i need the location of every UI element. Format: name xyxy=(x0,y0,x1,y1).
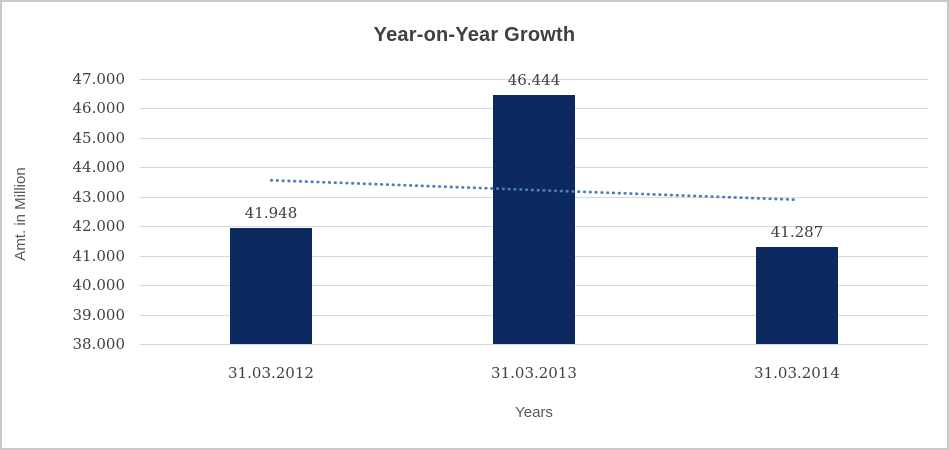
y-tick-label: 40.000 xyxy=(72,276,126,294)
y-axis-title: Amt. in Million xyxy=(12,167,29,261)
x-tick-label: 31.03.2013 xyxy=(491,364,577,382)
x-tick-label: 31.03.2014 xyxy=(754,364,840,382)
y-tick-label: 46.000 xyxy=(72,99,126,117)
x-tick-label: 31.03.2012 xyxy=(228,364,314,382)
bar-31.03.2012 xyxy=(230,228,312,344)
data-label: 41.948 xyxy=(244,204,298,222)
gridline xyxy=(140,344,928,345)
x-axis-title: Years xyxy=(515,404,553,421)
chart-title: Year-on-Year Growth xyxy=(373,24,576,46)
y-tick-label: 47.000 xyxy=(72,70,126,88)
y-tick-label: 42.000 xyxy=(72,217,126,235)
y-tick-label: 38.000 xyxy=(72,335,126,353)
gridline xyxy=(140,79,928,80)
y-tick-label: 39.000 xyxy=(72,306,126,324)
y-tick-label: 41.000 xyxy=(72,247,126,265)
data-label: 46.444 xyxy=(507,71,561,89)
y-tick-label: 43.000 xyxy=(72,188,126,206)
y-tick-label: 44.000 xyxy=(72,158,126,176)
bar-31.03.2013 xyxy=(493,95,575,344)
y-tick-label: 45.000 xyxy=(72,129,126,147)
data-label: 41.287 xyxy=(770,223,824,241)
bar-31.03.2014 xyxy=(756,247,838,344)
